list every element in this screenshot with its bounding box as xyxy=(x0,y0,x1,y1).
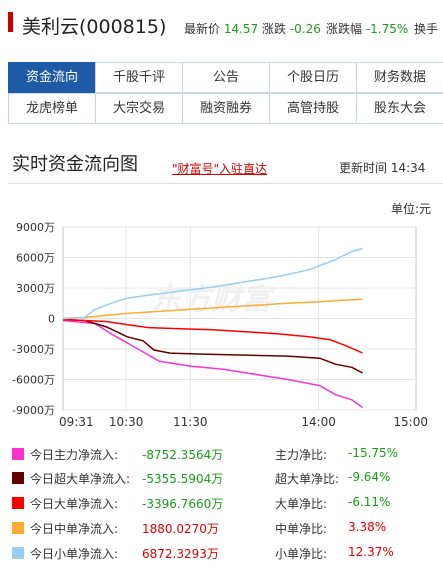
update-time-value: 14:34 xyxy=(390,161,426,175)
legend-ratio-label: 主力净比: xyxy=(275,448,328,462)
tab-dragon-tiger-list[interactable]: 龙虎榜单 xyxy=(8,93,96,124)
legend-ratio-value: -9.64% xyxy=(348,470,391,484)
price-change-pct-value: -1.75% xyxy=(365,22,409,36)
y-tick-label: -3000万 xyxy=(12,343,55,356)
legend-ratio-value: 12.37% xyxy=(348,545,394,559)
turnover-label: 换手 xyxy=(414,20,438,37)
x-tick-label: 14:00 xyxy=(301,415,336,429)
tab-executive-holdings[interactable]: 高管持股 xyxy=(269,93,357,124)
legend-value: 1880.0270万 xyxy=(142,522,219,536)
series-line-今日中单净流入 xyxy=(62,298,363,320)
latest-price-label: 最新价 xyxy=(184,22,221,36)
tab-financial-data[interactable]: 财务数据 xyxy=(356,62,443,93)
legend-ratio-value: 3.38% xyxy=(348,520,387,534)
x-tick-label: 09:31 xyxy=(59,415,94,429)
series-line-今日主力净流入 xyxy=(62,319,363,409)
legend-value: -5355.5904万 xyxy=(142,472,224,486)
y-tick-label: 9000万 xyxy=(16,221,55,234)
tab-stock-calendar[interactable]: 个股日历 xyxy=(269,62,357,93)
legend-swatch xyxy=(12,448,24,460)
series-line-今日大单净流入 xyxy=(62,318,363,354)
x-tick-label: 15:00 xyxy=(393,415,428,429)
legend-label: 今日中单净流入: xyxy=(30,522,119,536)
update-time-label: 更新时间 xyxy=(339,161,388,175)
legend-value: -8752.3564万 xyxy=(142,448,224,462)
legend-row-small: 今日小单净流入: 6872.3293万 小单净比: 12.37% xyxy=(8,543,443,565)
y-tick-label: -9000万 xyxy=(12,404,55,417)
update-time: 更新时间 14:34 xyxy=(339,159,425,176)
legend-ratio-label: 超大单净比: xyxy=(275,472,340,486)
unit-label: 单位:元 xyxy=(391,202,432,216)
price-change: 涨跌 -0.26 xyxy=(262,20,321,37)
tab-block-trades[interactable]: 大宗交易 xyxy=(95,93,183,124)
stock-header: 美利云(000815) 最新价 14.57 涨跌 -0.26 涨跌幅 -1.75… xyxy=(0,0,443,48)
stock-name: 美利云(000815) xyxy=(22,16,167,38)
tab-fund-flow[interactable]: 资金流向 xyxy=(8,62,96,93)
watermark: 东方财富 xyxy=(151,282,275,317)
latest-price: 最新价 14.57 xyxy=(184,20,258,37)
series-line-今日小单净流入 xyxy=(62,247,363,320)
legend-ratio-label: 小单净比: xyxy=(275,547,328,561)
price-change-pct: 涨跌幅 -1.75% xyxy=(326,20,408,37)
legend-swatch xyxy=(12,522,24,534)
legend-row-medium: 今日中单净流入: 1880.0270万 中单净比: 3.38% xyxy=(8,518,443,540)
legend-ratio-value: -15.75% xyxy=(348,446,399,460)
price-change-pct-label: 涨跌幅 xyxy=(326,22,363,36)
legend-label: 今日超大单净流入: xyxy=(30,472,131,486)
legend-row-main-force: 今日主力净流入: -8752.3564万 主力净比: -15.75% xyxy=(8,444,443,466)
legend-label: 今日大单净流入: xyxy=(30,497,119,511)
legend-row-extra-large: 今日超大单净流入: -5355.5904万 超大单净比: -9.64% xyxy=(8,468,443,490)
turnover-label-text: 换手 xyxy=(414,22,439,36)
legend-row-large: 今日大单净流入: -3396.7660万 大单净比: -6.11% xyxy=(8,493,443,515)
x-tick-label: 11:30 xyxy=(173,415,208,429)
y-tick-label: -6000万 xyxy=(12,374,55,387)
y-tick-label: 0 xyxy=(48,313,55,326)
section-divider xyxy=(8,183,443,184)
legend-ratio-label: 大单净比: xyxy=(275,497,328,511)
price-change-value: -0.26 xyxy=(289,22,321,36)
legend-value: 6872.3293万 xyxy=(142,547,219,561)
legend-label: 今日主力净流入: xyxy=(30,448,119,462)
y-tick-label: 3000万 xyxy=(16,282,55,295)
tab-stock-review[interactable]: 千股千评 xyxy=(95,62,183,93)
price-change-label: 涨跌 xyxy=(262,22,287,36)
y-tick-label: 6000万 xyxy=(16,252,55,265)
x-tick-label: 10:30 xyxy=(109,415,144,429)
legend-value: -3396.7660万 xyxy=(142,497,224,511)
legend-swatch xyxy=(12,497,24,509)
nav-tabs: 资金流向 千股千评 公告 个股日历 财务数据 龙虎榜单 大宗交易 融资融券 高管… xyxy=(8,62,443,126)
legend-ratio-label: 中单净比: xyxy=(275,522,328,536)
section-title: 实时资金流向图 xyxy=(12,154,138,175)
tab-margin-trading[interactable]: 融资融券 xyxy=(182,93,270,124)
tab-shareholder-meeting[interactable]: 股东大会 xyxy=(356,93,443,124)
legend-swatch xyxy=(12,547,24,559)
series-line-今日超大单净流入 xyxy=(62,318,363,374)
fund-flow-chart: 9000万 6000万 3000万 0 -3000万 -6000万 -9000万 09:31 1… xyxy=(12,221,428,429)
header-accent-bar xyxy=(8,12,13,32)
legend-label: 今日小单净流入: xyxy=(30,547,119,561)
tab-announcements[interactable]: 公告 xyxy=(182,62,270,93)
legend-swatch xyxy=(12,472,24,484)
legend-ratio-value: -6.11% xyxy=(348,495,391,509)
latest-price-value: 14.57 xyxy=(223,22,259,36)
promo-link[interactable]: "财富号"入驻直达 xyxy=(172,162,268,176)
